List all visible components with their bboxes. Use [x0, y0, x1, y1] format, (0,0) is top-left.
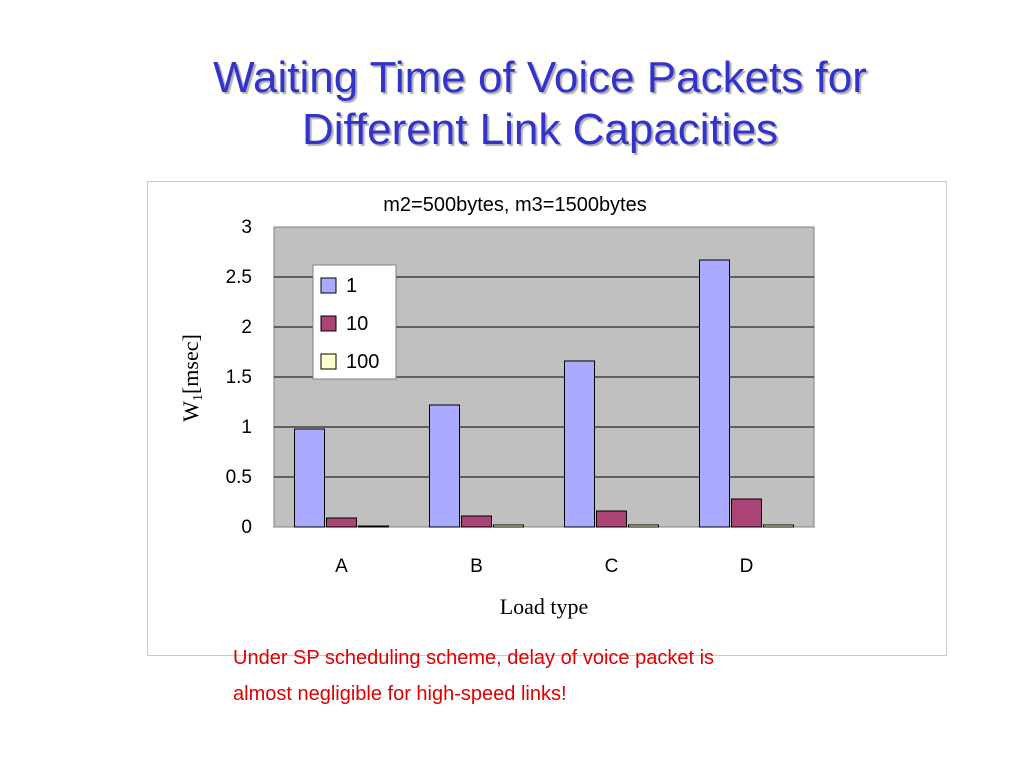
legend-label: 10: [346, 313, 368, 335]
y-tick-label: 2: [241, 317, 252, 338]
y-axis-label-main: W: [178, 401, 203, 422]
bar-10-C: [596, 510, 627, 528]
y-tick-label: 1: [241, 417, 252, 438]
bar-1-C: [564, 360, 595, 528]
slide-title-line1: Waiting Time of Voice Packets for: [213, 53, 867, 102]
x-tick-label: D: [740, 556, 754, 577]
bars: [294, 259, 794, 528]
caption: Under SP scheduling scheme, delay of voi…: [233, 640, 933, 712]
x-tick-label: C: [605, 556, 619, 577]
y-tick-label: 2.5: [226, 267, 252, 288]
bar-10-B: [461, 515, 492, 528]
legend-label: 1: [346, 275, 357, 297]
bar-1-D: [699, 259, 730, 528]
slide-title-line2: Different Link Capacities: [301, 105, 779, 154]
caption-line2: almost negligible for high-speed links!: [233, 683, 567, 705]
legend-swatch-1: [320, 277, 337, 294]
bar-100-B: [493, 524, 524, 528]
chart-frame: m2=500bytes, m3=1500bytes 0 0.5 1 1.5 2 2.5 3 …: [147, 181, 947, 656]
x-tick-label: B: [470, 556, 483, 577]
y-axis-ticks: 0 0.5 1 1.5 2 2.5 3: [226, 217, 252, 538]
caption-line1: Under SP scheduling scheme, delay of voi…: [233, 647, 715, 669]
bar-chart: m2=500bytes, m3=1500bytes 00.511.522.53 …: [178, 194, 815, 619]
slide-title: Waiting Time of Voice Packets for Differ…: [130, 52, 950, 156]
legend-swatch-10: [320, 315, 337, 332]
bar-1-B: [429, 404, 460, 528]
bar-100-C: [628, 524, 659, 528]
x-axis-label: Load type: [500, 594, 589, 619]
bar-10-D: [731, 498, 762, 528]
bar-1-A: [294, 428, 325, 528]
y-tick-label: 0: [241, 517, 252, 538]
bar-100-D: [763, 524, 794, 528]
legend-swatch-100: [320, 353, 337, 370]
bar-10-A: [326, 517, 357, 528]
x-axis-ticks: A B C D: [335, 556, 753, 577]
y-axis-label: W1[msec]: [178, 334, 206, 422]
y-tick-label: 0.5: [226, 467, 252, 488]
y-axis-label-sub: 1: [191, 394, 206, 401]
bar-100-A: [358, 525, 389, 528]
y-tick-label: 3: [241, 217, 252, 238]
x-tick-label: A: [335, 556, 348, 577]
chart-legend: 1 10 100: [312, 264, 397, 380]
y-axis-label-rest: [msec]: [178, 334, 203, 394]
legend-label: 100: [346, 351, 379, 373]
y-tick-label: 1.5: [226, 367, 252, 388]
chart-title: m2=500bytes, m3=1500bytes: [383, 194, 647, 216]
